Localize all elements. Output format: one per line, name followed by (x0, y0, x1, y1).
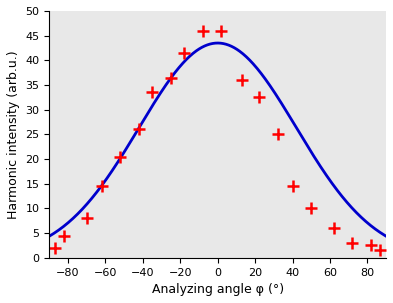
Y-axis label: Harmonic intensity (arb.u.): Harmonic intensity (arb.u.) (7, 50, 20, 219)
X-axis label: Analyzing angle φ (°): Analyzing angle φ (°) (152, 283, 284, 296)
